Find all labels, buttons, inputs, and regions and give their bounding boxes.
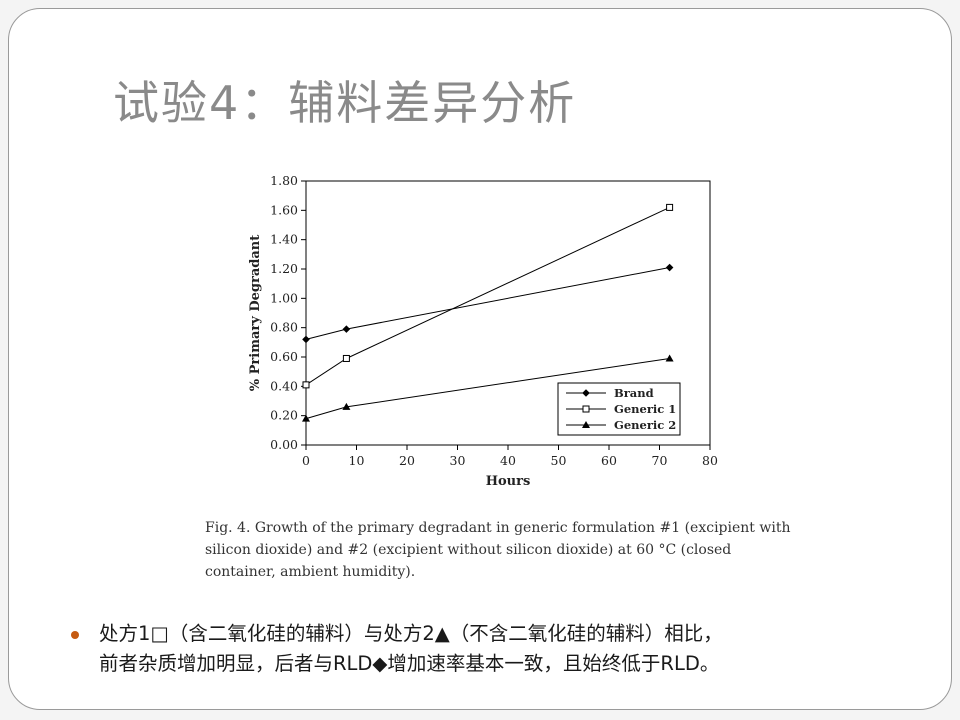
x-tick-label: 40 bbox=[500, 453, 516, 468]
slide-frame: 试验4：辅料差异分析 0.00 0.20 0.40 0.60 0.80 1.00 1.20 1… bbox=[8, 8, 952, 710]
figure-caption: Fig. 4. Growth of the primary degradant … bbox=[205, 520, 791, 580]
legend-label-brand: Brand bbox=[614, 386, 654, 400]
x-tick-label: 70 bbox=[652, 453, 668, 468]
data-point-generic-1 bbox=[302, 381, 310, 389]
x-tick-label: 80 bbox=[702, 453, 718, 468]
y-tick-label: 1.00 bbox=[270, 290, 298, 305]
y-tick-label: 1.60 bbox=[270, 202, 298, 217]
data-point-generic-1 bbox=[666, 203, 674, 211]
y-tick-label: 1.40 bbox=[270, 232, 298, 247]
data-point-generic-2 bbox=[665, 354, 674, 362]
series-line-generic-1 bbox=[305, 206, 670, 386]
x-axis-label: Hours bbox=[486, 474, 531, 489]
y-tick-label: 0.40 bbox=[270, 378, 298, 393]
x-tick-label: 0 bbox=[302, 453, 310, 468]
y-tick-label: 0.20 bbox=[270, 408, 298, 423]
y-tick-label: 0.60 bbox=[270, 349, 298, 364]
bullet-line-2: 前者杂质增加明显，后者与RLD◆增加速率基本一致，且始终低于RLD。 bbox=[99, 652, 720, 675]
x-tick-label: 50 bbox=[551, 453, 567, 468]
bullet-line-1: 处方1□（含二氧化硅的辅料）与处方2▲（不含二氧化硅的辅料）相比， bbox=[99, 622, 723, 645]
data-point-brand bbox=[302, 335, 310, 344]
degradant-line-chart: 0.00 0.20 0.40 0.60 0.80 1.00 1.20 1.40 1.60 1.80… bbox=[248, 173, 718, 489]
y-tick-label: 0.00 bbox=[270, 437, 298, 452]
data-point-brand bbox=[342, 325, 351, 333]
legend-marker-brand bbox=[582, 389, 590, 397]
bullet-point: 处方1□（含二氧化硅的辅料）与处方2▲（不含二氧化硅的辅料）相比， 前者杂质增加… bbox=[71, 619, 933, 679]
series-line-brand bbox=[305, 267, 670, 340]
y-tick-label: 1.80 bbox=[270, 173, 298, 188]
bullet-dot-icon bbox=[71, 631, 79, 639]
x-tick-label: 60 bbox=[601, 453, 617, 468]
data-point-generic-2 bbox=[302, 414, 310, 422]
x-tick-label: 10 bbox=[349, 453, 365, 468]
x-tick-label: 30 bbox=[450, 453, 466, 468]
y-tick-label: 1.20 bbox=[270, 261, 298, 276]
legend-marker-generic-1 bbox=[582, 405, 590, 413]
x-tick-label: 20 bbox=[399, 453, 415, 468]
legend-label-generic-1: Generic 1 bbox=[614, 402, 676, 416]
legend-label-generic-2: Generic 2 bbox=[614, 418, 676, 432]
data-point-brand bbox=[665, 263, 674, 272]
y-tick-label: 0.80 bbox=[270, 320, 298, 335]
legend-marker-generic-2 bbox=[582, 421, 590, 428]
slide-title: 试验4：辅料差异分析 bbox=[113, 76, 577, 130]
data-point-generic-2 bbox=[342, 402, 351, 410]
data-point-generic-1 bbox=[342, 354, 350, 362]
y-axis-label: % Primary Degradant bbox=[248, 235, 263, 391]
